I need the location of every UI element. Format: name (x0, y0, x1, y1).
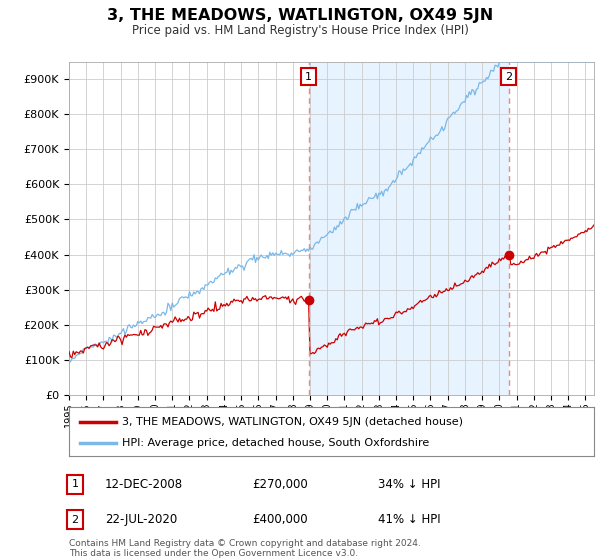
Text: £400,000: £400,000 (252, 513, 308, 526)
Text: 34% ↓ HPI: 34% ↓ HPI (378, 478, 440, 491)
Text: 2: 2 (71, 515, 79, 525)
Text: 12-DEC-2008: 12-DEC-2008 (105, 478, 183, 491)
Text: 3, THE MEADOWS, WATLINGTON, OX49 5JN: 3, THE MEADOWS, WATLINGTON, OX49 5JN (107, 8, 493, 24)
Text: HPI: Average price, detached house, South Oxfordshire: HPI: Average price, detached house, Sout… (121, 437, 429, 447)
Text: 41% ↓ HPI: 41% ↓ HPI (378, 513, 440, 526)
Text: 3, THE MEADOWS, WATLINGTON, OX49 5JN (detached house): 3, THE MEADOWS, WATLINGTON, OX49 5JN (de… (121, 417, 463, 427)
Text: Price paid vs. HM Land Registry's House Price Index (HPI): Price paid vs. HM Land Registry's House … (131, 24, 469, 36)
Text: 1: 1 (305, 72, 312, 82)
Bar (308, 62, 509, 395)
Text: 22-JUL-2020: 22-JUL-2020 (105, 513, 177, 526)
Text: £270,000: £270,000 (252, 478, 308, 491)
Text: Contains HM Land Registry data © Crown copyright and database right 2024.
This d: Contains HM Land Registry data © Crown c… (69, 539, 421, 558)
Text: 2: 2 (505, 72, 512, 82)
Text: 1: 1 (71, 479, 79, 489)
